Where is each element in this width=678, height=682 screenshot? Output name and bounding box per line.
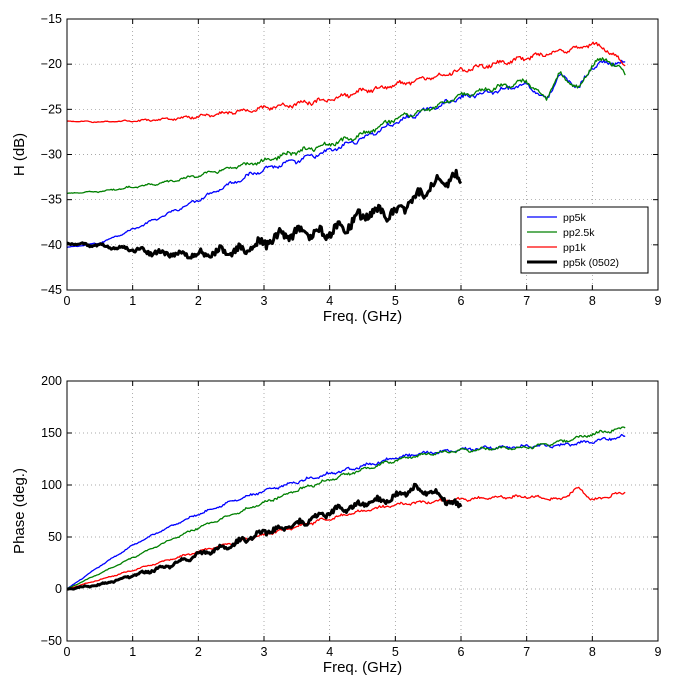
grid [67, 381, 658, 641]
legend-label: pp5k (0502) [563, 257, 619, 269]
x-tick-label: 0 [64, 294, 71, 308]
x-tick-label: 3 [261, 645, 268, 659]
x-tick-label: 9 [655, 294, 662, 308]
x-tick-label: 6 [458, 645, 465, 659]
series-line-pp5k-0502 [66, 482, 463, 591]
x-tick-label: 1 [129, 294, 136, 308]
x-tick-label: 0 [64, 645, 71, 659]
series-line-pp1k [66, 41, 626, 124]
legend-label: pp1k [563, 242, 587, 254]
axes-frame [66, 380, 659, 642]
y-tick-label: −30 [41, 148, 62, 162]
ticks: 0 1 2 3 4 5 6 7 8 9 −45 −40 −35 −30 −25 −20 −15 [41, 12, 662, 308]
y-axis-label: H (dB) [11, 133, 28, 176]
x-tick-label: 5 [392, 294, 399, 308]
y-tick-label: 50 [48, 530, 62, 544]
x-tick-label: 9 [655, 645, 662, 659]
x-tick-label: 5 [392, 645, 399, 659]
y-tick-label: −50 [41, 634, 62, 648]
y-tick-label: 150 [41, 426, 62, 440]
y-tick-label: −15 [41, 12, 62, 26]
y-axis-label: Phase (deg.) [11, 468, 28, 554]
series-line-pp2-5k [66, 57, 626, 194]
x-tick-label: 7 [523, 294, 530, 308]
legend: pp5k pp2.5k pp1k pp5k (0502) [520, 206, 649, 274]
series-group [66, 41, 626, 260]
y-tick-label: −20 [41, 57, 62, 71]
legend-label: pp2.5k [563, 227, 595, 239]
x-tick-label: 8 [589, 294, 596, 308]
x-tick-label: 4 [326, 294, 333, 308]
x-tick-label: 4 [326, 645, 333, 659]
y-tick-label: −45 [41, 283, 62, 297]
x-tick-label: 2 [195, 645, 202, 659]
series-line-pp1k [66, 486, 626, 590]
y-tick-label: 100 [41, 478, 62, 492]
x-tick-label: 8 [589, 645, 596, 659]
series-line-pp2-5k [66, 426, 626, 590]
x-tick-label: 6 [458, 294, 465, 308]
series-line-pp5k [66, 59, 626, 249]
x-tick-label: 3 [261, 294, 268, 308]
x-axis-label: Freq. (GHz) [323, 659, 402, 676]
y-tick-label: −25 [41, 102, 62, 116]
series-line-pp5k-0502 [66, 168, 463, 260]
y-tick-label: −40 [41, 238, 62, 252]
legend-label: pp5k [563, 212, 587, 224]
x-tick-label: 2 [195, 294, 202, 308]
magnitude-plot: 0 1 2 3 4 5 6 7 8 9 −45 −40 −35 −30 −25 −20 −15 Freq. (GH… [11, 12, 662, 325]
x-tick-label: 1 [129, 645, 136, 659]
y-tick-label: 200 [41, 374, 62, 388]
x-tick-label: 7 [523, 645, 530, 659]
x-axis-label: Freq. (GHz) [323, 308, 402, 325]
y-tick-label: −35 [41, 193, 62, 207]
series-group [66, 426, 626, 591]
y-tick-label: 0 [55, 582, 62, 596]
